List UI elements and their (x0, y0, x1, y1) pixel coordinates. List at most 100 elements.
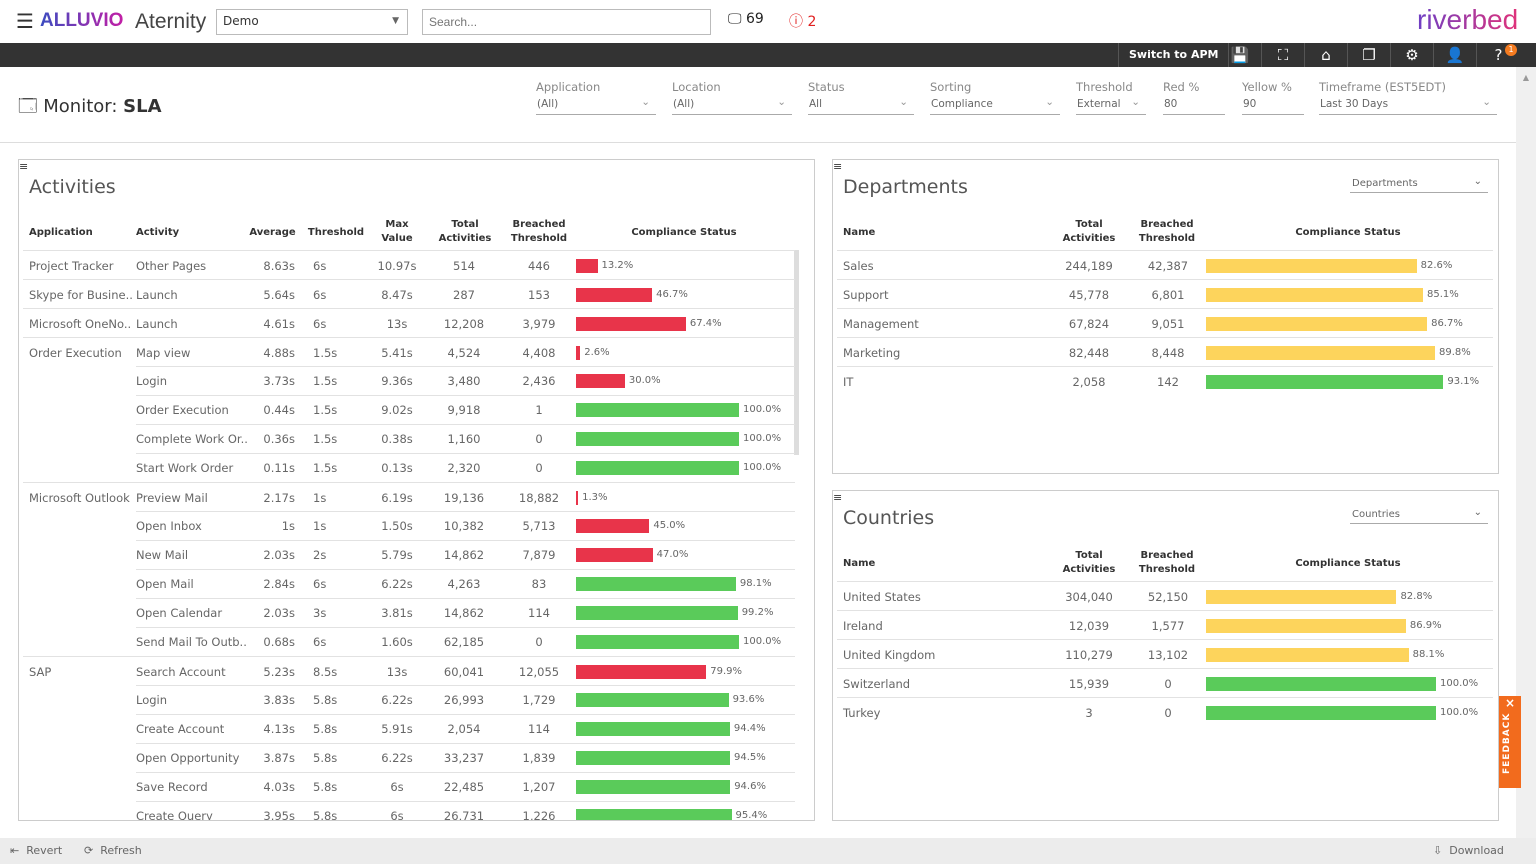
table-row[interactable]: Order Execution 0.44s 1.5s 9.02s 9,918 1 100.0… (23, 395, 795, 424)
column-header[interactable]: Name (843, 558, 876, 569)
table-row[interactable]: Skype for Busine.. Launch 5.64s 6s 8.47s 287 1… (23, 279, 795, 308)
save-icon[interactable]: 💾 (1219, 43, 1262, 67)
activity-name: Open Opportunity (136, 751, 240, 765)
fullscreen-icon[interactable]: ⛶ (1262, 43, 1305, 67)
account-select[interactable]: Demo ▼ (216, 9, 408, 35)
table-row[interactable]: Switzerland 15,939 0 100.0% (837, 668, 1493, 697)
compliance-percent: 93.6% (732, 694, 765, 705)
devices-indicator[interactable]: 🖵 69 (728, 11, 764, 27)
table-row[interactable]: Support 45,778 6,801 85.1% (837, 279, 1493, 308)
user-icon[interactable]: 👤 (1434, 43, 1477, 67)
filter-value[interactable]: 80 (1163, 98, 1225, 115)
sort-icon[interactable]: ≡ (833, 160, 843, 173)
countries-select[interactable]: Countries ⌄ (1350, 507, 1488, 524)
table-row[interactable]: SAP Search Account 5.23s 8.5s 13s 60,041 12,05… (23, 656, 795, 685)
average: 0.36s (263, 432, 295, 446)
max-value: 6.22s (381, 693, 413, 707)
filter-value[interactable]: (All) ⌄ (672, 96, 792, 115)
column-header[interactable]: Max Value (381, 219, 413, 244)
table-row[interactable]: Open Mail 2.84s 6s 6.22s 4,263 83 98.1% (23, 569, 795, 598)
column-header[interactable]: Total Activities (438, 219, 492, 244)
search-input[interactable] (422, 9, 711, 35)
alerts-indicator[interactable]: ⓘ 2 (789, 11, 816, 31)
filter-red-[interactable]: Red % 80 (1163, 80, 1225, 115)
column-header[interactable]: Compliance Status (631, 227, 737, 238)
column-header[interactable]: Breached Threshold (1138, 219, 1196, 244)
filter-value[interactable]: Compliance ⌄ (930, 96, 1060, 115)
table-row[interactable]: Microsoft OneNo.. Launch 4.61s 6s 13s 12,208 3… (23, 308, 795, 337)
column-header[interactable]: Activity (136, 227, 180, 238)
filter-value[interactable]: Last 30 Days ⌄ (1319, 96, 1497, 115)
filter-threshold[interactable]: Threshold External ⌄ (1076, 80, 1146, 115)
filter-label: Location (672, 80, 721, 94)
filter-status[interactable]: Status All ⌄ (808, 80, 914, 115)
table-row[interactable]: Turkey 3 0 100.0% (837, 697, 1493, 726)
help-icon[interactable]: ? (1494, 46, 1503, 64)
table-row[interactable]: Send Mail To Outb.. 0.68s 6s 1.60s 62,185 0 10… (23, 627, 795, 656)
switch-to-apm-button[interactable]: Switch to APM (1118, 43, 1230, 67)
table-row[interactable]: Login 3.73s 1.5s 9.36s 3,480 2,436 30.0% (23, 366, 795, 395)
table-row[interactable]: Open Calendar 2.03s 3s 3.81s 14,862 114 99.2% (23, 598, 795, 627)
table-row[interactable]: New Mail 2.03s 2s 5.79s 14,862 7,879 47.0% (23, 540, 795, 569)
table-row[interactable]: Open Inbox 1s 1s 1.50s 10,382 5,713 45.0% (23, 511, 795, 540)
sort-icon[interactable]: ≡ (19, 160, 29, 173)
filter-location[interactable]: Location (All) ⌄ (672, 80, 792, 115)
table-row[interactable]: Microsoft Outlook Preview Mail 2.17s 1s 6.19… (23, 482, 795, 511)
table-row[interactable]: IT 2,058 142 93.1% (837, 366, 1493, 395)
column-header[interactable]: Breached Threshold (510, 219, 568, 244)
refresh-button[interactable]: ⟳ Refresh (84, 844, 142, 857)
table-row[interactable]: Create Query 3.95s 5.8s 6s 26,731 1,226 95.4% (23, 801, 795, 820)
table-row[interactable]: Start Work Order 0.11s 1.5s 0.13s 2,320 0 100.… (23, 453, 795, 482)
sort-icon[interactable]: ≡ (833, 491, 843, 504)
column-header[interactable]: Total Activities (1062, 219, 1116, 244)
name: Switzerland (843, 677, 911, 691)
activities-scrollbar[interactable] (794, 250, 799, 455)
column-header[interactable]: Threshold (307, 227, 365, 238)
compliance-bar (576, 722, 730, 736)
table-row[interactable]: Complete Work Or.. 0.36s 1.5s 0.38s 1,160 0 10… (23, 424, 795, 453)
table-row[interactable]: Open Opportunity 3.87s 5.8s 6.22s 33,237 1,83… (23, 743, 795, 772)
table-row[interactable]: Management 67,824 9,051 86.7% (837, 308, 1493, 337)
table-row[interactable]: Save Record 4.03s 5.8s 6s 22,485 1,207 94.6% (23, 772, 795, 801)
table-row[interactable]: Project Tracker Other Pages 8.63s 6s 10.97s 5… (23, 250, 795, 279)
menu-icon[interactable]: ☰ (16, 9, 34, 33)
download-button[interactable]: ⇩ Download (1433, 844, 1504, 857)
compliance-bar (1206, 259, 1417, 273)
table-row[interactable]: Create Account 4.13s 5.8s 5.91s 2,054 114 94.4… (23, 714, 795, 743)
table-row[interactable]: Order Execution Map view 4.88s 1.5s 5.41s 4,5… (23, 337, 795, 366)
filter-value[interactable]: 90 (1242, 98, 1304, 115)
column-header[interactable]: Compliance Status (1295, 227, 1401, 238)
bookmark-icon[interactable]: ❐ (1348, 43, 1391, 67)
table-row[interactable]: United States 304,040 52,150 82.8% (837, 581, 1493, 610)
column-header[interactable]: Breached Threshold (1138, 550, 1196, 575)
table-row[interactable]: Login 3.83s 5.8s 6.22s 26,993 1,729 93.6% (23, 685, 795, 714)
top-bar (0, 0, 1536, 43)
row-divider (136, 772, 795, 773)
table-row[interactable]: United Kingdom 110,279 13,102 88.1% (837, 639, 1493, 668)
column-header[interactable]: Total Activities (1062, 550, 1116, 575)
close-icon[interactable]: × (1504, 696, 1516, 710)
column-header[interactable]: Average (249, 227, 296, 238)
gear-icon[interactable]: ⚙ (1391, 43, 1434, 67)
scroll-up-icon[interactable]: ▲ (1522, 73, 1530, 82)
filter-sorting[interactable]: Sorting Compliance ⌄ (930, 80, 1060, 115)
column-header[interactable]: Application (29, 227, 93, 238)
filter-yellow-[interactable]: Yellow % 90 (1242, 80, 1304, 115)
filter-application[interactable]: Application (All) ⌄ (536, 80, 656, 115)
column-header[interactable]: Compliance Status (1295, 558, 1401, 569)
table-row[interactable]: Marketing 82,448 8,448 89.8% (837, 337, 1493, 366)
max-value: 3.81s (381, 606, 413, 620)
page-scrollbar[interactable]: ▲ (1516, 67, 1536, 838)
table-row[interactable]: Ireland 12,039 1,577 86.9% (837, 610, 1493, 639)
table-row[interactable]: Sales 244,189 42,387 82.6% (837, 250, 1493, 279)
filter-value[interactable]: External ⌄ (1076, 96, 1146, 115)
filter-value[interactable]: All ⌄ (808, 96, 914, 115)
alerts-count: 2 (807, 14, 817, 30)
departments-select[interactable]: Departments ⌄ (1350, 176, 1488, 193)
filter-timeframe-est-edt-[interactable]: Timeframe (EST5EDT) Last 30 Days ⌄ (1319, 80, 1497, 115)
revert-button[interactable]: ⇤ Revert (10, 844, 62, 857)
feedback-tab[interactable]: × FEEDBACK (1499, 696, 1521, 788)
column-header[interactable]: Name (843, 227, 876, 238)
home-icon[interactable]: ⌂ (1305, 43, 1348, 67)
filter-value[interactable]: (All) ⌄ (536, 96, 656, 115)
